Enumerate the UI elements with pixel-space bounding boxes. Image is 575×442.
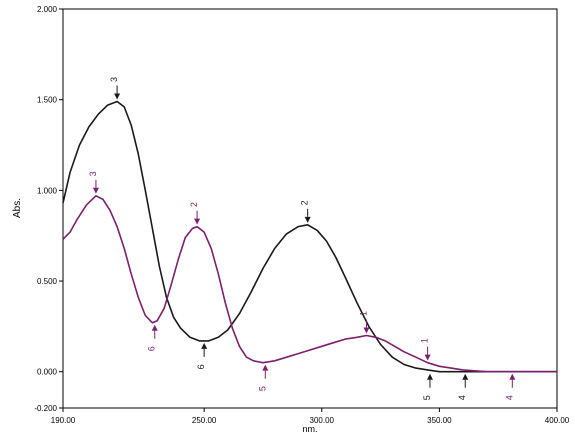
peak-marker: 4: [504, 373, 516, 400]
y-tick-label: 2.000: [37, 5, 58, 14]
marker-label: 3: [88, 171, 98, 176]
marker-arrow-head: [194, 218, 201, 225]
x-tick-label: 250.00: [192, 416, 217, 425]
peak-marker: 4: [457, 373, 469, 400]
marker-arrow-head: [92, 187, 99, 194]
y-axis-ticks: 2.000 1.500 1.000 0.500 0.000 -0.200: [34, 5, 63, 413]
peak-marker: 3: [109, 77, 121, 100]
marker-label: 4: [504, 395, 514, 400]
peak-marker: 3: [88, 171, 99, 194]
marker-label: 5: [422, 395, 432, 400]
marker-arrow-head: [262, 364, 269, 371]
marker-arrow-head: [424, 354, 431, 361]
marker-label: 1: [420, 338, 430, 343]
marker-label: 3: [109, 77, 119, 82]
x-tick-label: 300.00: [310, 416, 335, 425]
marker-arrow-head: [509, 373, 516, 380]
peak-marker: 5: [257, 364, 269, 391]
peak-marker: 2: [300, 200, 311, 223]
marker-layer: 3 2 6 5 4 3 2 1 1 6 5 4: [88, 77, 516, 400]
x-axis-ticks: 190.00 250.00 300.00 350.00 400.00: [51, 408, 570, 425]
marker-arrow-head: [151, 324, 158, 331]
peak-marker: 1: [420, 338, 431, 361]
peak-marker: 5: [422, 373, 433, 400]
marker-arrow-head: [426, 373, 433, 380]
peak-marker: 6: [196, 342, 208, 369]
series-line-1: [62, 100, 557, 373]
marker-label: 2: [189, 202, 199, 207]
marker-label: 1: [358, 311, 368, 316]
x-tick-label: 400.00: [545, 416, 570, 425]
y-tick-label: 0.000: [37, 368, 58, 377]
y-tick-label: 1.500: [37, 96, 58, 105]
marker-arrow-head: [363, 327, 370, 334]
y-axis-label: Abs.: [12, 198, 23, 218]
marker-label: 5: [257, 386, 267, 391]
marker-arrow-head: [462, 373, 469, 380]
x-tick-label: 190.00: [51, 416, 76, 425]
plot-frame: [62, 8, 558, 409]
y-tick-label: 1.000: [37, 186, 58, 195]
peak-marker: 6: [147, 324, 158, 351]
peak-marker: 2: [189, 202, 201, 225]
marker-arrow-head: [304, 216, 311, 223]
series-layer: [62, 100, 557, 373]
marker-arrow-head: [201, 342, 208, 349]
x-tick-label: 350.00: [427, 416, 452, 425]
y-tick-label: -0.200: [34, 404, 57, 413]
marker-label: 2: [300, 200, 310, 205]
x-axis-label: nm.: [302, 424, 317, 434]
series-line-2: [62, 195, 557, 373]
marker-arrow-head: [114, 93, 121, 100]
marker-label: 6: [196, 364, 206, 369]
peak-marker: 1: [358, 311, 370, 334]
marker-label: 4: [457, 395, 467, 400]
y-tick-label: 0.500: [37, 277, 58, 286]
marker-label: 6: [147, 346, 157, 351]
